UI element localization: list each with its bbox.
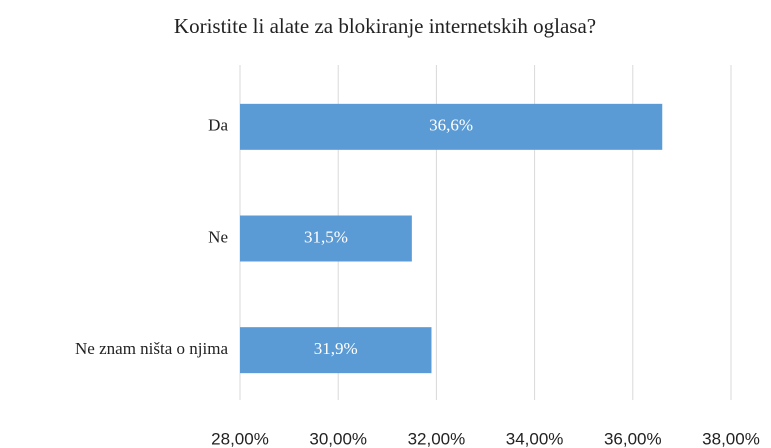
y-tick-label: Ne znam ništa o njima [75, 339, 228, 358]
x-tick-label: 34,00% [506, 429, 564, 448]
value-label: 31,9% [314, 339, 358, 358]
bar [240, 327, 432, 374]
y-tick-label: Ne [208, 227, 228, 246]
x-tick-label: 32,00% [408, 429, 466, 448]
x-tick-label: 38,00% [702, 429, 760, 448]
x-tick-label: 36,00% [604, 429, 662, 448]
value-label: 31,5% [304, 227, 348, 246]
x-tick-label: 30,00% [309, 429, 367, 448]
bar [240, 103, 663, 150]
value-label: 36,6% [429, 116, 473, 135]
chart-title: Koristite li alate za blokiranje interne… [174, 14, 596, 38]
x-tick-label: 28,00% [211, 429, 269, 448]
bar [240, 215, 412, 262]
y-tick-label: Da [208, 116, 228, 135]
